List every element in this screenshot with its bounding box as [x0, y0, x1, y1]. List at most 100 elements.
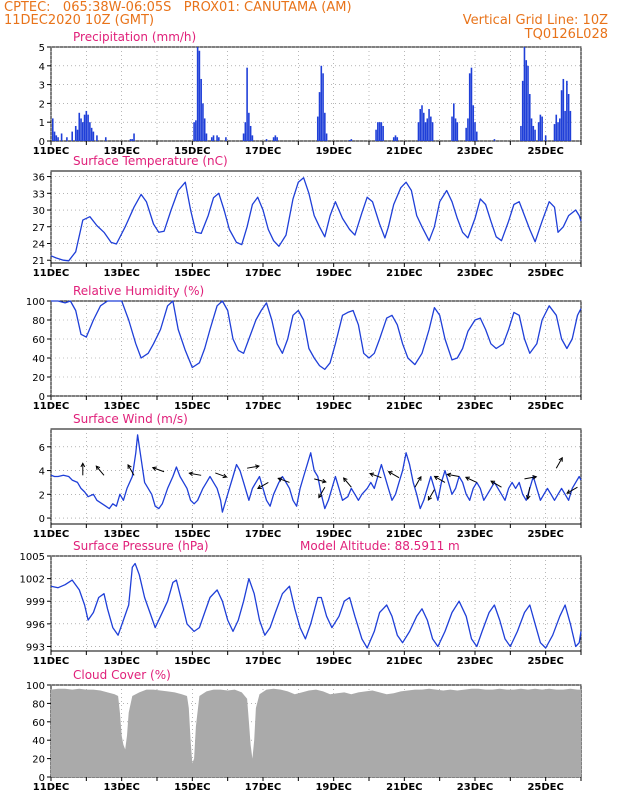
precip-bar — [350, 139, 353, 141]
wind-arrow — [215, 472, 227, 478]
temp-ytick-label: 36 — [32, 173, 45, 184]
precip-bar — [537, 122, 540, 141]
rh-xtick-label: 17DEC — [245, 401, 281, 412]
rh-xtick-label: 13DEC — [103, 401, 139, 412]
temp-xtick-label: 21DEC — [386, 268, 422, 279]
precip-bar — [417, 122, 420, 141]
wind-xtick-label: 17DEC — [245, 529, 281, 540]
precip-bar — [276, 137, 278, 141]
rh-ytick-label: 80 — [32, 316, 45, 327]
precip-bar — [566, 80, 568, 141]
precip-bar — [129, 139, 132, 141]
precip-bar — [71, 131, 73, 141]
pres-xtick-label: 15DEC — [174, 656, 210, 667]
precip-bar — [555, 114, 558, 141]
wind-arrow-head — [254, 464, 260, 469]
precip-bar — [456, 122, 459, 141]
wind-arrow — [314, 478, 326, 483]
precip-bar — [392, 137, 395, 141]
cloud-xtick-label: 23DEC — [457, 782, 493, 793]
temp-ytick-label: 33 — [32, 189, 45, 200]
precip-xtick-label: 19DEC — [315, 146, 351, 157]
precip-bar — [195, 120, 197, 141]
wind-xtick-label: 11DEC — [33, 529, 69, 540]
precip-bar — [133, 133, 135, 141]
rh-xtick-label: 23DEC — [457, 401, 493, 412]
cloud-ytick-label: 100 — [26, 681, 45, 692]
precip-bar — [244, 122, 247, 141]
wind-arrow — [95, 465, 105, 476]
header-grid-note: Vertical Grid Line: 10Z — [462, 13, 608, 28]
wind-ytick-label: 2 — [39, 490, 45, 501]
pres-xtick-label: 17DEC — [245, 656, 281, 667]
precip-bar — [422, 112, 425, 141]
precip-bar — [525, 60, 528, 141]
cloud-ytick-label: 0 — [39, 773, 45, 784]
rh-ytick-label: 20 — [32, 373, 45, 384]
temp-xtick-label: 23DEC — [457, 268, 493, 279]
rh-xtick-label: 15DEC — [174, 401, 210, 412]
wind-arrow — [566, 486, 578, 494]
pres-ytick-label: 996 — [26, 620, 45, 631]
pres-xtick-label: 25DEC — [527, 656, 563, 667]
wind-arrow — [388, 471, 400, 479]
wind-arrow-head — [95, 465, 101, 471]
precip-bar — [470, 67, 473, 141]
precip-bar — [96, 135, 98, 141]
precip-bar — [210, 137, 213, 141]
precip-bar — [451, 116, 453, 141]
precip-bar — [57, 137, 59, 141]
precip-bar — [242, 133, 245, 141]
precip-bar — [74, 125, 77, 141]
precip-bar — [78, 112, 81, 141]
wind-arrow-head — [222, 473, 228, 479]
precip-bar — [559, 118, 561, 141]
wind-arrow — [152, 467, 165, 473]
precip-bar — [382, 125, 384, 141]
temp-series-line — [50, 177, 582, 262]
pres-ytick-label: 1005 — [20, 552, 45, 563]
header-run-time: 11DEC2020 10Z (GMT) — [4, 13, 155, 28]
precip-bar — [251, 135, 254, 141]
precip-bar — [90, 127, 93, 141]
pres-xtick-label: 21DEC — [386, 656, 422, 667]
precip-bar — [375, 129, 377, 141]
precip-ytick-label: 2 — [39, 99, 45, 110]
precip-bar — [468, 73, 471, 141]
precip-bar — [324, 112, 326, 141]
precip-bar — [198, 50, 201, 142]
cloud-title: Cloud Cover (%) — [73, 668, 171, 682]
precip-bar — [564, 110, 566, 141]
temp-xtick-label: 13DEC — [103, 268, 139, 279]
precip-bar — [430, 116, 432, 141]
precip-bar — [474, 122, 476, 141]
wind-xtick-label: 23DEC — [457, 529, 493, 540]
cloud-ytick-label: 40 — [32, 736, 45, 747]
wind-arrow-head — [127, 464, 132, 469]
precip-ytick-label: 4 — [39, 62, 45, 73]
pres-ytick-label: 999 — [26, 597, 45, 608]
precip-bar — [544, 135, 547, 141]
precip-bar — [216, 135, 218, 141]
cloud-ytick-label: 80 — [32, 699, 45, 710]
precip-bar — [83, 114, 86, 141]
precip-bar — [249, 125, 252, 141]
wind-arrow — [555, 457, 563, 469]
precip-bar — [193, 122, 195, 141]
precip-bar — [421, 105, 423, 141]
precip-bar — [569, 110, 572, 141]
cloud-xtick-label: 11DEC — [33, 782, 69, 793]
precip-bar — [394, 135, 397, 141]
precip-bar — [567, 94, 570, 141]
wind-arrow — [527, 487, 531, 500]
precip-bar — [225, 137, 227, 141]
precip-bar — [325, 133, 328, 141]
precip-bar — [80, 118, 82, 141]
temp-xtick-label: 25DEC — [527, 268, 563, 279]
rh-ytick-label: 60 — [32, 335, 45, 346]
cloud-cover-area — [51, 688, 581, 777]
wind-arrow — [447, 473, 460, 477]
precip-bar — [92, 131, 95, 141]
precip-bar — [378, 122, 381, 141]
pres-xtick-label: 13DEC — [103, 656, 139, 667]
